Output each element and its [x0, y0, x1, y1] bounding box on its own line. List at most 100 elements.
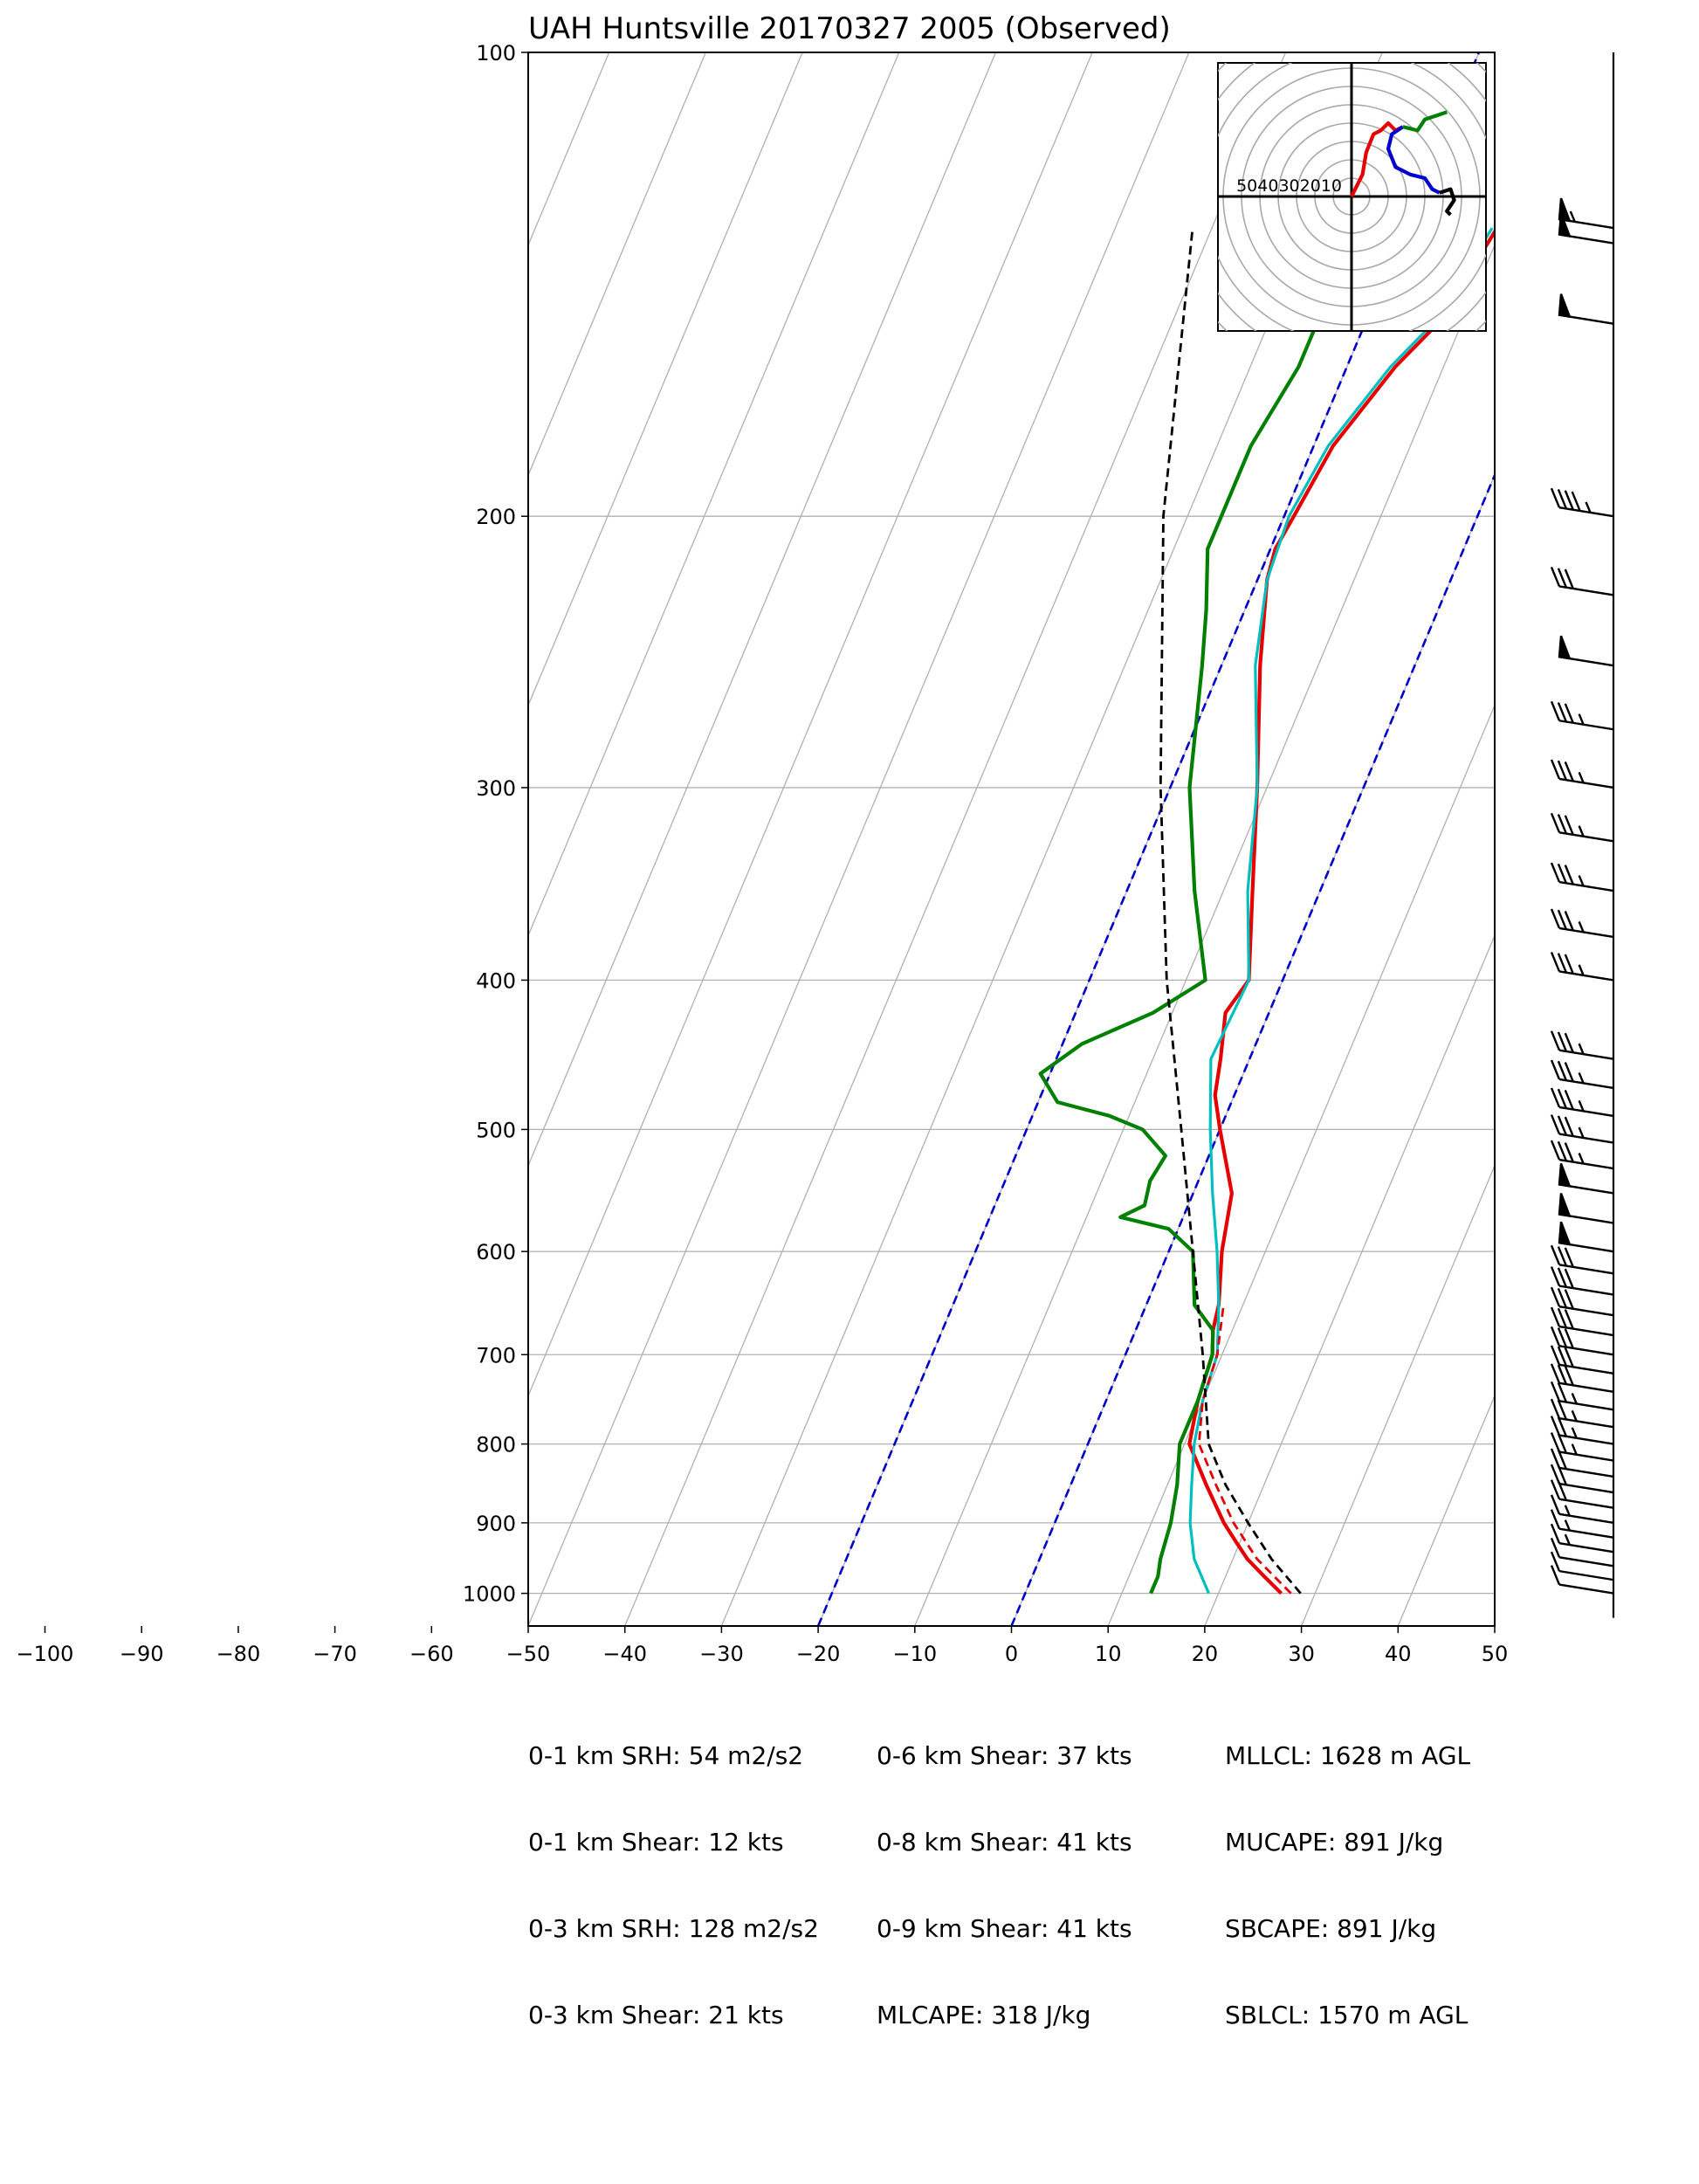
wind-barb-full — [1550, 759, 1561, 780]
wind-barb-full — [1550, 862, 1561, 883]
wind-barb-full — [1550, 1059, 1561, 1080]
x-tick-label: 40 — [1385, 1642, 1412, 1666]
wind-barb-full — [1550, 1345, 1561, 1366]
wind-barb-full — [1550, 1381, 1561, 1402]
stat-srh-0-3km: 0-3 km SRH: 128 m2/s2 — [528, 1914, 819, 1943]
wind-barb-full — [1557, 1088, 1568, 1109]
wind-barb-half — [1578, 1153, 1585, 1164]
y-tick-label: 600 — [476, 1240, 516, 1264]
wind-barb-shaft — [1558, 506, 1614, 518]
stat-shear-0-9km: 0-9 km Shear: 41 kts — [877, 1914, 1132, 1943]
wind-barb-full — [1557, 1464, 1568, 1485]
isotherm-line — [528, 52, 1093, 1398]
wind-barb-half — [1578, 713, 1585, 726]
wind-barb — [1550, 759, 1614, 789]
wind-barb — [1550, 1345, 1614, 1375]
wind-barb-shaft — [1558, 1305, 1614, 1317]
wind-barb — [1558, 1193, 1614, 1224]
wind-barb-full — [1564, 490, 1574, 511]
wind-barb-shaft — [1558, 1527, 1614, 1539]
highlight-isotherm — [1010, 472, 1495, 1626]
wind-barb-full — [1557, 1400, 1568, 1420]
wind-barb-full — [1557, 953, 1568, 974]
wind-barb-shaft — [1558, 1434, 1614, 1445]
wind-barb — [1558, 213, 1614, 245]
wind-barb-full — [1550, 1398, 1561, 1419]
wind-barb — [1550, 1114, 1614, 1144]
wind-barb-full — [1557, 489, 1568, 509]
stat-mlcape: MLCAPE: 318 J/kg — [877, 2001, 1091, 2029]
wind-barb — [1550, 1363, 1614, 1394]
wind-barb-full — [1564, 1247, 1574, 1268]
chart-title: UAH Huntsville 20170327 2005 (Observed) — [528, 11, 1171, 46]
hodograph-clip: 5040302010 — [1218, 63, 1486, 331]
wind-barb-shaft — [1558, 1450, 1614, 1462]
wind-barb-full — [1564, 703, 1574, 724]
hodograph-trace — [1386, 125, 1441, 195]
wind-barb-full — [1550, 1509, 1561, 1530]
wind-barb-full — [1550, 1565, 1561, 1586]
stat-shear-0-1km: 0-1 km Shear: 12 kts — [528, 1828, 784, 1857]
isotherm-line — [528, 52, 706, 477]
wind-barb-shaft — [1558, 720, 1614, 731]
wind-barb-shaft — [1558, 1400, 1614, 1411]
wind-barb-half — [1578, 771, 1585, 783]
y-tick-label: 100 — [476, 41, 516, 65]
wind-barb-shaft — [1558, 1158, 1614, 1170]
x-tick-label: −90 — [120, 1642, 164, 1666]
wind-barb — [1558, 1163, 1614, 1195]
wind-barb-full — [1564, 1365, 1574, 1386]
wind-barb-shaft — [1558, 880, 1614, 892]
hodograph-trace — [1439, 187, 1456, 217]
wind-barb-shaft — [1558, 1345, 1614, 1356]
wind-barb-shaft — [1558, 1381, 1614, 1394]
wind-barb-shaft — [1558, 970, 1614, 982]
isotherm-line — [0, 52, 512, 1626]
series-temperature-dashed — [1197, 1305, 1292, 1595]
wind-barb-shaft — [1558, 1466, 1614, 1478]
wind-barb — [1550, 1509, 1614, 1539]
x-tick-label: −100 — [17, 1642, 74, 1666]
isotherm-line — [0, 52, 320, 1626]
isotherm-line — [528, 52, 610, 247]
wind-barb-full — [1564, 865, 1574, 885]
series-virtual-temperature — [1188, 227, 1494, 1595]
isotherm-line — [624, 52, 1287, 1626]
wind-barb — [1550, 812, 1614, 843]
wind-barb-full — [1557, 1449, 1568, 1470]
wind-barb-full — [1550, 1551, 1561, 1572]
wind-barb — [1550, 1479, 1614, 1509]
wind-barb-full — [1550, 1464, 1561, 1485]
wind-barb-full — [1550, 908, 1561, 929]
wind-barb-half — [1564, 1505, 1571, 1517]
wind-barb-shaft — [1558, 1583, 1614, 1595]
wind-barb-full — [1564, 1090, 1574, 1110]
wind-barb-full — [1550, 1326, 1561, 1347]
wind-barb-half — [1571, 1393, 1578, 1404]
wind-barb-half — [1571, 1409, 1578, 1422]
wind-barb-full — [1557, 760, 1568, 781]
wind-barb-full — [1564, 954, 1574, 975]
wind-barb — [1550, 1087, 1614, 1118]
wind-barb-full — [1550, 1030, 1561, 1051]
wind-barb-half — [1578, 875, 1585, 886]
wind-barb-full — [1564, 1328, 1574, 1349]
wind-barb-full — [1557, 1433, 1568, 1454]
x-tick-label: −70 — [313, 1642, 357, 1666]
wind-barb-full — [1557, 1140, 1568, 1161]
wind-barb-full — [1550, 1537, 1561, 1558]
x-tick-label: −60 — [409, 1642, 454, 1666]
isotherm-line — [1204, 934, 1495, 1626]
wind-barb-full — [1557, 814, 1568, 835]
wind-barb-half — [1571, 1427, 1578, 1439]
x-tick-label: −40 — [602, 1642, 647, 1666]
wind-barb-full — [1557, 1382, 1568, 1403]
wind-barb-full — [1557, 909, 1568, 930]
y-tick-label: 1000 — [463, 1582, 516, 1607]
wind-barb-full — [1564, 1268, 1574, 1289]
wind-barb — [1550, 1416, 1614, 1445]
wind-barb-full — [1550, 1266, 1561, 1287]
stats-column-2: 0-6 km Shear: 37 kts 0-8 km Shear: 41 kt… — [877, 1684, 1132, 2058]
wind-barb — [1550, 1266, 1614, 1296]
